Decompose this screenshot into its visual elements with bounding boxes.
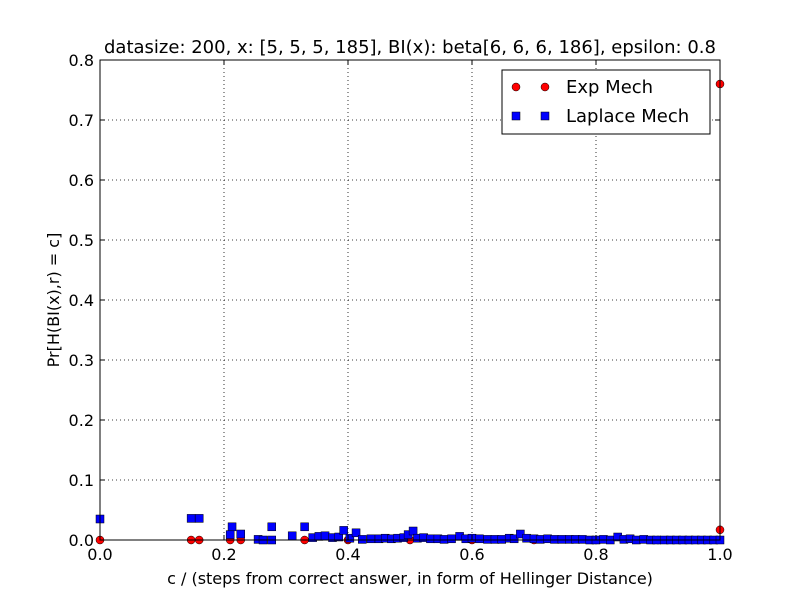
axis-tick-labels: 0.0 0.2 0.4 0.6 0.8 1.0 0.0 0.1 0.2 0.3 0.4 0.5 0.6 0… [69,51,733,564]
laplace-mech-point [483,535,492,544]
legend: Exp Mech Laplace Mech [501,69,711,135]
laplace-mech-point [358,535,367,544]
laplace-mech-point [300,522,309,532]
legend-marker-exp-mech [540,82,550,92]
x-tick-label: 0.6 [459,545,484,564]
laplace-mech-point [227,522,237,532]
laplace-mech-point [578,535,587,544]
y-tick-label: 0.3 [69,351,94,370]
laplace-mech-point [535,535,545,544]
laplace-mech-point [447,534,456,544]
laplace-mech-point [194,514,204,523]
laplace-mech-point [439,535,449,544]
x-tick-label: 0.4 [335,545,360,564]
laplace-mech-point [320,531,330,541]
legend-label-exp-mech: Exp Mech [566,77,653,98]
laplace-mech-point [522,533,531,543]
y-tick-label: 0.1 [69,471,94,490]
axis-ticks [99,59,721,541]
laplace-mech-point [339,526,348,535]
y-tick-label: 0.7 [69,111,94,130]
laplace-mech-point [225,530,235,539]
y-axis-title: Pr[H(BI(x),r) = c] [44,233,63,368]
y-tick-label: 0.5 [69,231,94,250]
chart-title: datasize: 200, x: [5, 5, 5, 185], BI(x):… [104,37,716,58]
laplace-mech-point [351,528,361,538]
legend-marker-exp-mech [511,82,521,92]
x-tick-label: 1.0 [707,545,732,564]
y-tick-label: 0.2 [69,411,94,430]
x-tick-label: 0.2 [211,545,236,564]
laplace-mech-point [345,533,355,543]
laplace-mech-point [366,534,376,544]
y-tick-label: 0.0 [69,531,94,550]
laplace-mech-point [509,534,519,544]
laplace-mech-point [186,514,196,523]
x-axis-title: c / (steps from correct answer, in form … [167,569,653,588]
laplace-mech-point [267,522,276,532]
y-tick-label: 0.4 [69,291,94,310]
legend-marker-laplace-mech [540,111,550,121]
legend-marker-laplace-mech [511,111,521,121]
laplace-mech-point [408,526,418,536]
x-tick-label: 0.0 [87,545,112,564]
laplace-mech-point [287,531,297,541]
x-tick-label: 0.8 [583,545,608,564]
series-exp-mech [95,79,725,545]
laplace-mech-point [475,534,484,544]
legend-markers [511,82,550,121]
laplace-mech-point [236,529,245,539]
laplace-mech-point [550,535,559,544]
y-tick-label: 0.8 [69,51,94,70]
laplace-mech-point [426,534,435,544]
laplace-mech-point [557,535,567,544]
laplace-mech-point [497,535,507,544]
laplace-mech-point [334,532,343,542]
y-tick-label: 0.6 [69,171,94,190]
legend-label-laplace-mech: Laplace Mech [566,106,689,127]
legend-box [501,69,711,135]
